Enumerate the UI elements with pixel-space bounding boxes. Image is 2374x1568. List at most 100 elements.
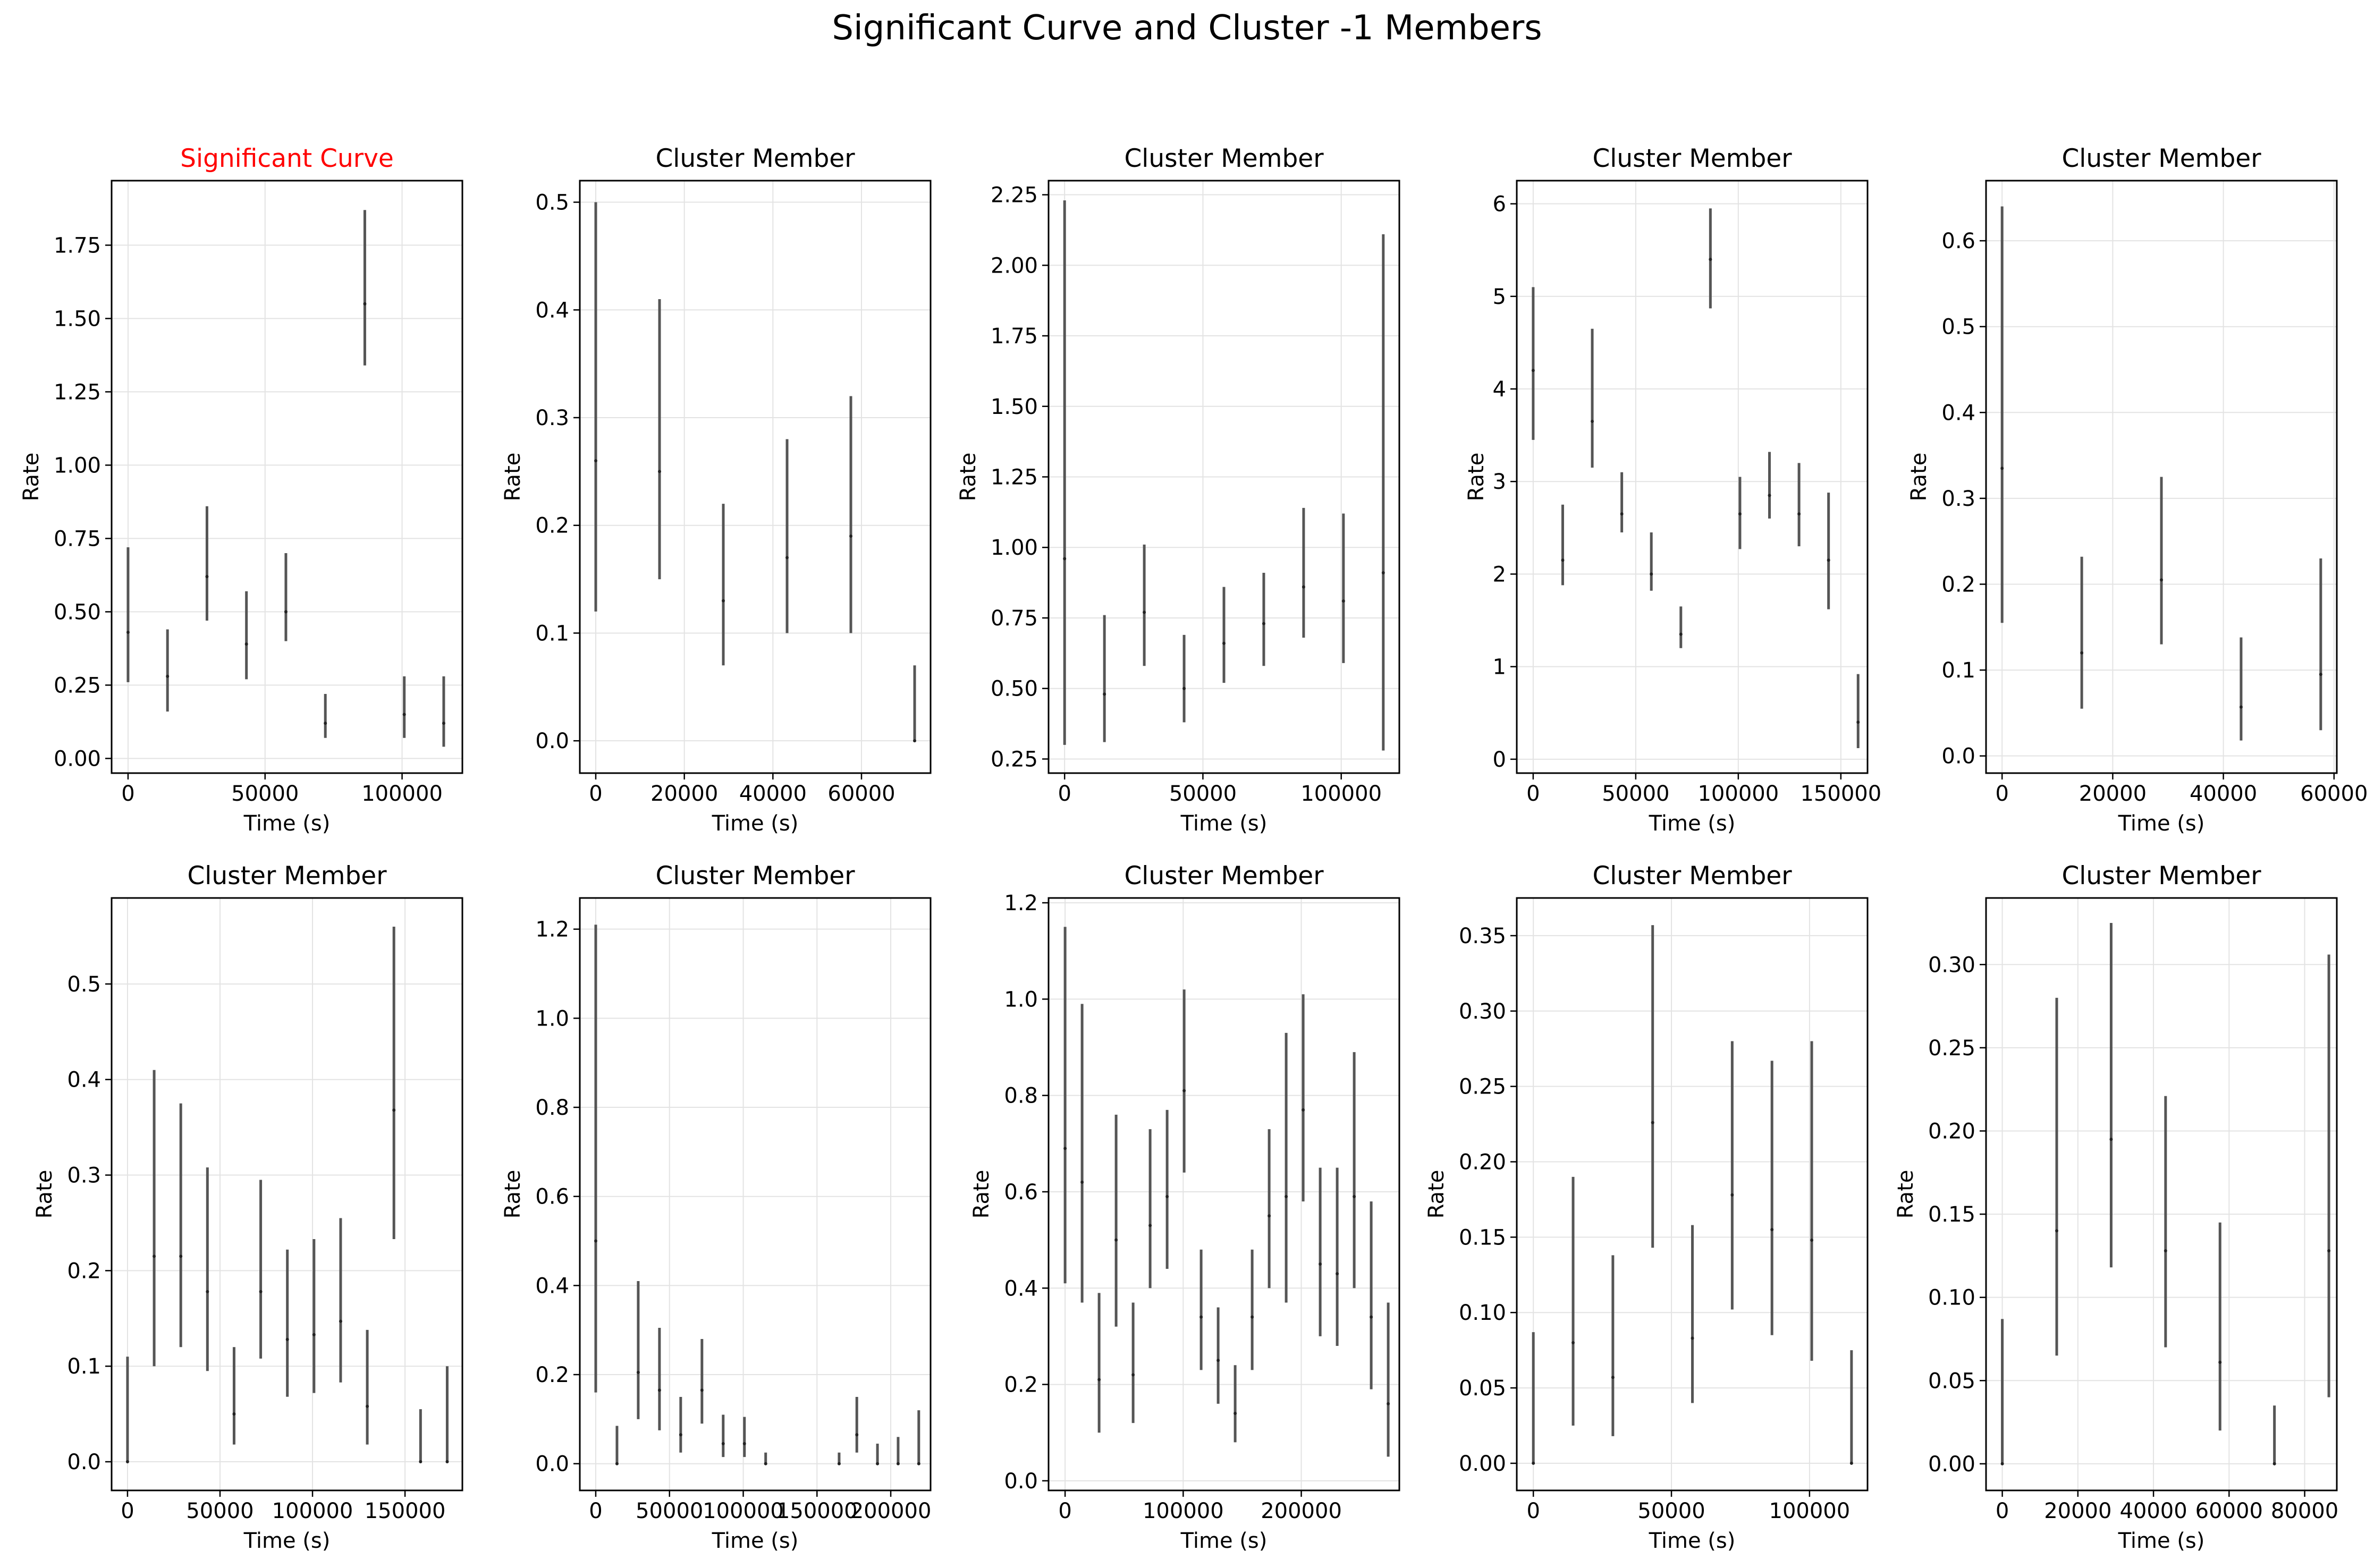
- x-tick-label: 0: [121, 782, 134, 806]
- axes-frame: [1047, 897, 1400, 1491]
- data-point: [1532, 1461, 1535, 1465]
- axes-frame: [1985, 180, 2338, 774]
- y-tick-label: 0.8: [535, 1096, 569, 1120]
- data-point: [445, 1460, 449, 1464]
- x-tick-label: 100000: [703, 1499, 784, 1523]
- y-axis-label: Rate: [1424, 1170, 1449, 1219]
- x-tick-label: 0: [1526, 1499, 1540, 1523]
- y-tick-label: 0.4: [535, 298, 569, 323]
- data-point: [917, 1462, 920, 1465]
- data-point: [721, 1442, 725, 1445]
- data-point: [285, 1337, 289, 1341]
- y-tick-label: 0.2: [535, 514, 569, 538]
- x-tick-label: 200000: [1261, 1499, 1342, 1523]
- y-tick-label: 0.50: [991, 677, 1038, 701]
- x-tick-label: 60000: [2195, 1499, 2263, 1523]
- axes-frame: [1516, 180, 1869, 774]
- data-point: [742, 1442, 746, 1445]
- axes-frame: [1985, 897, 2338, 1491]
- x-tick-label: 20000: [2079, 782, 2147, 806]
- data-point: [2080, 651, 2084, 655]
- y-tick-label: 1.25: [54, 380, 101, 404]
- y-tick-label: 0.20: [1459, 1150, 1506, 1175]
- chart-panel-10: 0 20000 40000 60000 80000 0.00 0.05 0.10 0.15 0.2…: [1894, 861, 2338, 1553]
- y-tick-label: 0.1: [535, 621, 569, 646]
- chart-panel-2: 0 20000 40000 60000 0.0 0.1 0.2 0.3 0.4 0.5 Time (…: [501, 144, 932, 836]
- chart-panel-4: 0 50000 100000 150000 0 1 2 3 4 5 6 Time (s) Rate Clu…: [1464, 144, 1881, 836]
- data-point: [419, 1460, 423, 1464]
- x-tick-label: 0: [1526, 782, 1540, 806]
- y-axis-label: Rate: [1907, 453, 1931, 502]
- y-tick-label: 1.75: [991, 324, 1038, 349]
- y-tick-label: 2.00: [991, 253, 1038, 278]
- x-axis-label: Time (s): [2118, 1529, 2205, 1553]
- axes-frame: [1516, 897, 1869, 1491]
- data-point: [284, 610, 288, 614]
- data-point: [679, 1433, 682, 1437]
- y-tick-label: 0.5: [535, 191, 569, 215]
- y-tick-label: 0.05: [1459, 1376, 1506, 1401]
- x-axis-label: Time (s): [2118, 811, 2205, 836]
- data-point: [312, 1333, 316, 1336]
- data-point: [1768, 494, 1771, 497]
- y-tick-label: 1.00: [991, 536, 1038, 560]
- x-axis-label: Time (s): [1649, 811, 1736, 836]
- panel-title: Cluster Member: [1124, 861, 1324, 891]
- x-tick-label: 0: [1058, 1499, 1071, 1523]
- data-point: [1651, 1121, 1654, 1124]
- data-point: [1810, 1239, 1814, 1242]
- x-tick-label: 100000: [1697, 782, 1779, 806]
- y-tick-label: 0.0: [1004, 1469, 1038, 1494]
- y-tick-label: 0.8: [1004, 1084, 1038, 1108]
- data-point: [402, 713, 406, 716]
- y-tick-label: 2.25: [991, 183, 1038, 208]
- x-tick-label: 40000: [2119, 1499, 2187, 1523]
- chart-panel-5: 0 20000 40000 60000 0.0 0.1 0.2 0.3 0.4 0.5 0.6 Tim…: [1907, 144, 2368, 836]
- x-tick-label: 0: [1995, 782, 2008, 806]
- data-point: [1148, 1224, 1152, 1227]
- data-point: [1143, 611, 1146, 614]
- x-tick-label: 60000: [2300, 782, 2368, 806]
- data-point: [244, 642, 248, 646]
- panel-title: Cluster Member: [2062, 861, 2261, 891]
- data-point: [126, 631, 130, 634]
- y-tick-label: 0.0: [535, 1452, 569, 1477]
- data-point: [1849, 1461, 1853, 1465]
- data-point: [1730, 1193, 1734, 1197]
- panel-title: Cluster Member: [1592, 144, 1792, 173]
- x-axis-label: Time (s): [1180, 1529, 1268, 1553]
- data-point: [1251, 1315, 1254, 1319]
- data-point: [2272, 1462, 2276, 1465]
- y-tick-label: 1.2: [535, 918, 569, 942]
- y-axis-label: Rate: [501, 1170, 525, 1219]
- y-tick-label: 6: [1493, 192, 1506, 217]
- data-point: [1182, 686, 1186, 690]
- y-tick-label: 0.6: [535, 1185, 569, 1209]
- y-tick-label: 0.3: [535, 406, 569, 430]
- data-point: [1797, 512, 1801, 516]
- data-point: [1738, 512, 1742, 516]
- data-point: [232, 1412, 236, 1416]
- data-point: [1561, 558, 1565, 562]
- y-tick-label: 1.75: [54, 233, 101, 258]
- x-axis-label: Time (s): [1180, 811, 1268, 836]
- data-point: [764, 1462, 767, 1465]
- x-axis-label: Time (s): [243, 811, 331, 836]
- data-point: [1620, 512, 1624, 516]
- x-tick-label: 150000: [776, 1499, 858, 1523]
- x-tick-label: 100000: [1769, 1499, 1851, 1523]
- panel-title: Cluster Member: [187, 861, 387, 891]
- y-tick-label: 0.15: [1928, 1202, 1975, 1227]
- data-point: [1114, 1238, 1118, 1242]
- y-tick-label: 0.4: [535, 1274, 569, 1298]
- y-tick-label: 5: [1493, 285, 1506, 309]
- data-point: [1827, 558, 1830, 562]
- data-point: [324, 722, 327, 725]
- chart-panel-8: 0 100000 200000 0.0 0.2 0.4 0.6 0.8 1.0 1.2 Time (…: [969, 861, 1400, 1553]
- data-point: [1709, 258, 1712, 261]
- data-point: [205, 575, 209, 579]
- x-axis-label: Time (s): [1649, 1529, 1736, 1553]
- y-tick-label: 0: [1493, 748, 1506, 772]
- data-point: [1381, 571, 1385, 575]
